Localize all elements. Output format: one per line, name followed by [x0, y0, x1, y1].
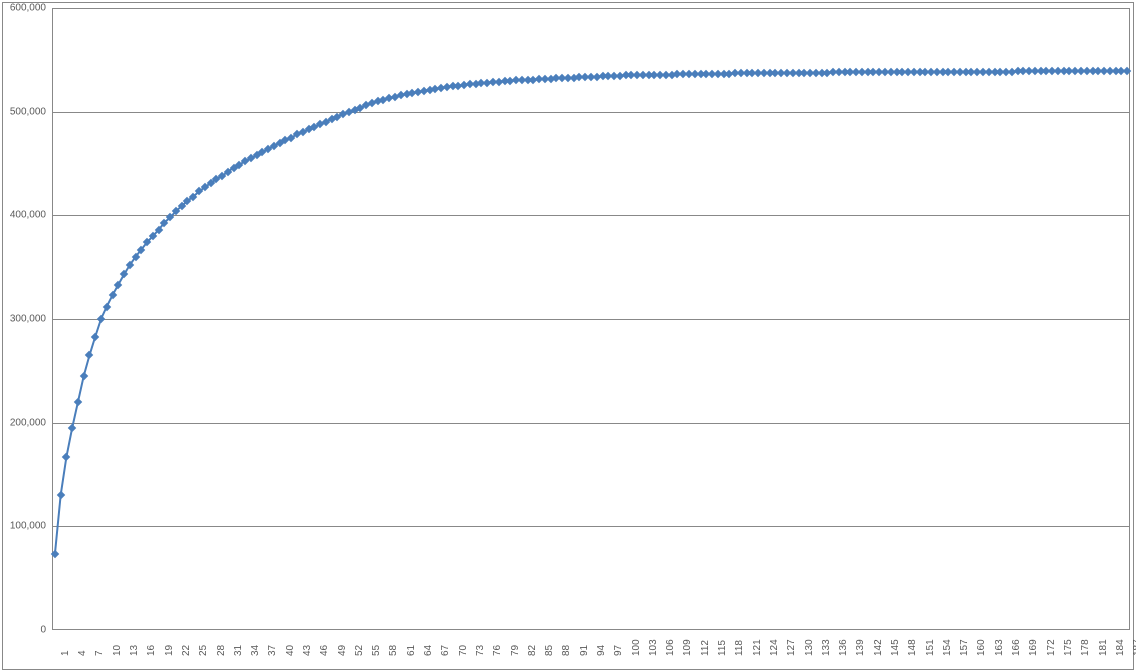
x-tick-label: 151 [925, 639, 936, 656]
x-tick-label: 1 [60, 650, 71, 656]
x-tick-label: 157 [959, 639, 970, 656]
x-tick-label: 46 [319, 645, 330, 656]
series-line [0, 0, 1136, 640]
x-tick-label: 85 [544, 645, 555, 656]
x-tick-label: 112 [700, 640, 711, 656]
x-tick-label: 70 [458, 645, 469, 656]
x-tick-label: 127 [786, 639, 797, 656]
x-tick-label: 145 [890, 639, 901, 656]
x-tick-label: 49 [337, 645, 348, 656]
x-tick-label: 181 [1098, 639, 1109, 656]
x-tick-label: 16 [146, 645, 157, 656]
x-tick-label: 61 [406, 645, 417, 656]
x-tick-label: 79 [510, 645, 521, 656]
x-tick-label: 154 [942, 639, 953, 656]
x-tick-label: 28 [216, 645, 227, 656]
x-tick-label: 148 [907, 639, 918, 656]
x-tick-label: 97 [613, 645, 624, 656]
x-tick-label: 19 [164, 645, 175, 656]
x-tick-label: 88 [561, 645, 572, 656]
x-tick-label: 136 [838, 639, 849, 656]
x-tick-label: 4 [77, 650, 88, 656]
x-tick-label: 52 [354, 645, 365, 656]
x-tick-label: 10 [112, 645, 123, 656]
x-tick-label: 187 [1132, 639, 1136, 656]
x-tick-label: 139 [855, 639, 866, 656]
x-tick-label: 91 [579, 645, 590, 656]
x-tick-label: 64 [423, 645, 434, 656]
x-tick-label: 73 [475, 645, 486, 656]
x-tick-label: 55 [371, 645, 382, 656]
x-tick-label: 169 [1028, 639, 1039, 656]
x-tick-label: 34 [250, 645, 261, 656]
x-tick-label: 175 [1063, 639, 1074, 656]
x-tick-label: 7 [94, 650, 105, 656]
x-tick-label: 76 [492, 645, 503, 656]
x-tick-label: 124 [769, 639, 780, 656]
x-tick-label: 40 [285, 645, 296, 656]
x-tick-label: 121 [752, 639, 763, 656]
x-tick-label: 103 [648, 639, 659, 656]
x-tick-label: 58 [388, 645, 399, 656]
x-tick-label: 106 [665, 639, 676, 656]
x-tick-label: 184 [1115, 639, 1126, 656]
x-tick-label: 25 [198, 645, 209, 656]
x-tick-label: 37 [267, 645, 278, 656]
x-tick-label: 160 [976, 639, 987, 656]
x-tick-label: 100 [631, 639, 642, 656]
chart-container: 0100,000200,000300,000400,000500,000600,… [0, 0, 1136, 672]
x-tick-label: 133 [821, 639, 832, 656]
x-tick-label: 82 [527, 645, 538, 656]
x-tick-label: 109 [682, 639, 693, 656]
x-tick-label: 130 [804, 639, 815, 656]
x-tick-label: 31 [233, 645, 244, 656]
x-tick-label: 118 [734, 640, 745, 656]
x-tick-label: 178 [1080, 639, 1091, 656]
x-tick-label: 172 [1046, 639, 1057, 656]
x-tick-label: 67 [440, 645, 451, 656]
x-tick-label: 43 [302, 645, 313, 656]
x-tick-label: 22 [181, 645, 192, 656]
x-tick-label: 13 [129, 645, 140, 656]
x-tick-label: 115 [717, 640, 728, 656]
x-tick-label: 142 [873, 639, 884, 656]
x-tick-label: 94 [596, 645, 607, 656]
x-tick-label: 166 [1011, 639, 1022, 656]
x-tick-label: 163 [994, 639, 1005, 656]
